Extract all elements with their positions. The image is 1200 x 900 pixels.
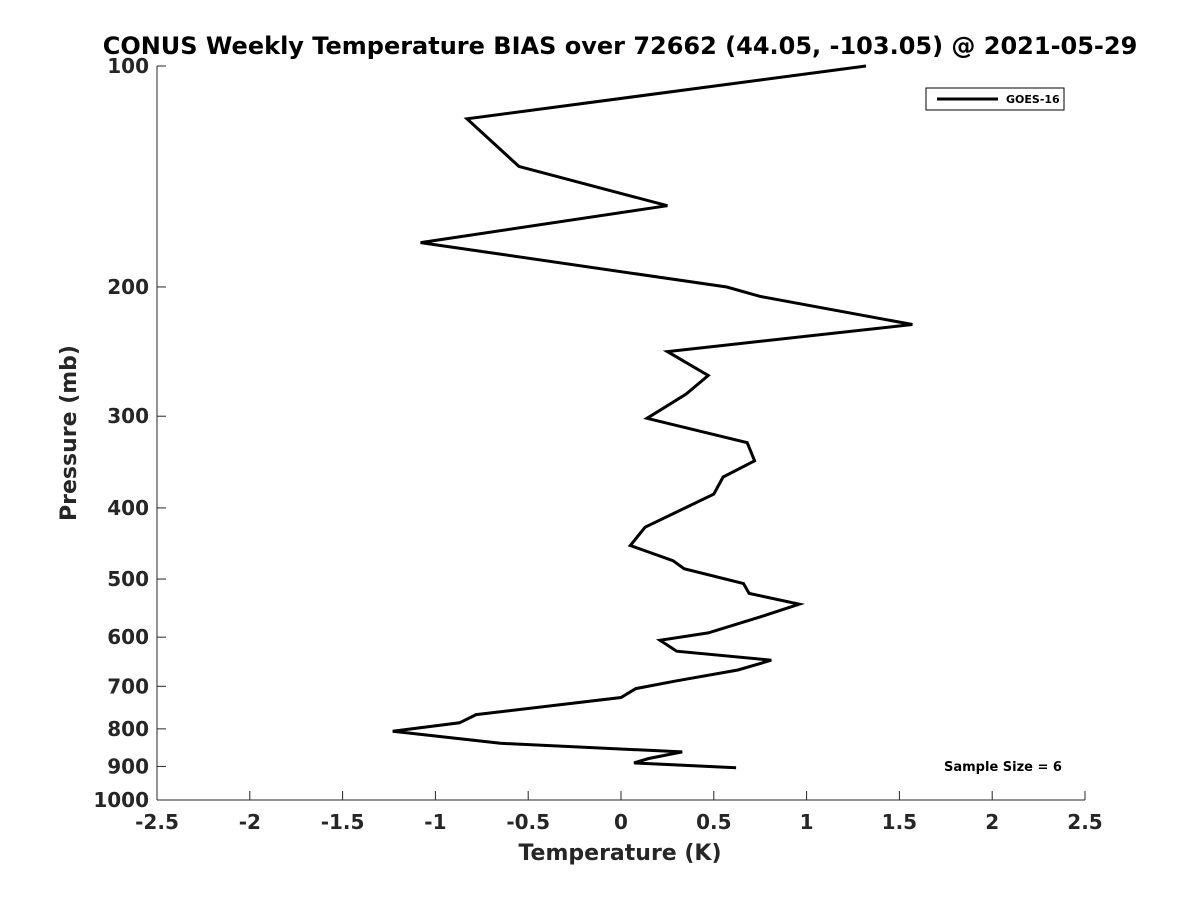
- legend-label-goes-16: GOES-16: [1006, 93, 1060, 106]
- x-tick-label: -1.5: [321, 810, 365, 834]
- chart-title: CONUS Weekly Temperature BIAS over 72662…: [103, 32, 1138, 60]
- x-tick-label: -2.5: [135, 810, 179, 834]
- x-tick-label: 2: [985, 810, 999, 834]
- y-tick-label: 800: [107, 717, 149, 741]
- x-tick-label: -1: [424, 810, 446, 834]
- x-tick-label: 0.5: [696, 810, 731, 834]
- series-line-goes-16: [392, 64, 913, 770]
- x-tick-label: 1.5: [882, 810, 917, 834]
- plot-area: [156, 66, 1085, 801]
- y-axis: 100 200 300 400 500 600 700 800 900 1000: [93, 54, 166, 812]
- y-tick-label: 700: [107, 674, 149, 698]
- y-tick-label: 200: [107, 275, 149, 299]
- plot-background: [157, 66, 1085, 800]
- series-layer: [392, 64, 913, 770]
- y-tick-label: 500: [107, 567, 149, 591]
- legend: GOES-16: [925, 87, 1065, 111]
- x-axis: -2.5 -2 -1.5 -1 -0.5 0 0.5 1 1.5 2 2.5: [135, 791, 1103, 834]
- sample-size-annotation: Sample Size = 6: [944, 760, 1062, 775]
- y-tick-label: 100: [107, 54, 149, 78]
- x-tick-label: -0.5: [506, 810, 550, 834]
- y-tick-label: 300: [107, 404, 149, 428]
- y-tick-label: 900: [107, 754, 149, 778]
- x-tick-label: 1: [800, 810, 814, 834]
- x-tick-label: -2: [239, 810, 261, 834]
- y-axis-label: Pressure (mb): [57, 345, 82, 521]
- y-tick-label: 400: [107, 496, 149, 520]
- y-tick-label: 1000: [93, 788, 149, 812]
- x-axis-label: Temperature (K): [518, 841, 721, 866]
- x-tick-label: 2.5: [1067, 810, 1102, 834]
- x-tick-label: 0: [614, 810, 628, 834]
- y-tick-label: 600: [107, 625, 149, 649]
